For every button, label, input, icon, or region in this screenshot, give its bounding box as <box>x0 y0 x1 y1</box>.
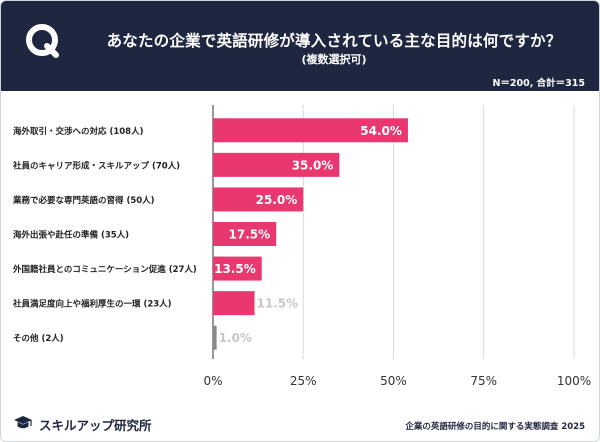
category-label: 海外出張や赴任の準備 (35人) <box>13 230 129 241</box>
category-label: 社員のキャリア形成・スキルアップ (70人) <box>12 160 180 171</box>
value-label: 17.5% <box>229 228 271 242</box>
category-label: 外国籍社員とのコミュニケーション促進 (27人) <box>12 264 197 275</box>
chart-subtitle: (複数選択可) <box>301 53 367 66</box>
value-label: 1.0% <box>219 331 252 345</box>
brand-name: スキルアップ研究所 <box>39 418 152 433</box>
x-tick-label: 0% <box>203 374 222 388</box>
category-label: 業務で必要な専門英語の習得 (50人) <box>12 195 155 206</box>
sample-size-label: N＝200, 合計＝315 <box>492 78 585 89</box>
category-label: その他 (2人) <box>13 333 64 344</box>
bar <box>213 291 255 316</box>
bar <box>213 325 217 350</box>
x-tick-label: 50% <box>380 374 407 388</box>
chart-title: あなたの企業で英語研修が導入されている主な目的は何ですか？ <box>106 32 562 50</box>
bar <box>213 118 408 143</box>
q-logo-icon <box>26 24 59 58</box>
x-tick-label: 25% <box>290 374 317 388</box>
value-label: 54.0% <box>360 124 402 138</box>
bar <box>213 152 340 177</box>
value-label: 25.0% <box>256 193 298 207</box>
category-label: 海外取引・交渉への対応 (108人) <box>13 126 144 137</box>
header-banner: あなたの企業で英語研修が導入されている主な目的は何ですか？ (複数選択可) N＝… <box>1 1 599 91</box>
category-label: 社員満足度向上や福利厚生の一環 (23人) <box>12 299 172 310</box>
value-label: 11.5% <box>257 297 299 311</box>
value-label: 13.5% <box>214 262 256 276</box>
graduation-cap-icon <box>14 416 32 429</box>
x-tick-label: 75% <box>470 374 497 388</box>
bar <box>213 187 304 212</box>
bar-chart: 0% 25% 50% 75% 100% 海外取引・交渉への対応 (108人) 54.0% 社員… <box>12 105 591 388</box>
x-tick-label: 100% <box>557 374 591 388</box>
bar <box>213 222 277 246</box>
source-note: 企業の英語研修の目的に関する実態調査 2025 <box>405 422 585 432</box>
value-label: 35.0% <box>292 158 334 172</box>
bar <box>213 256 262 281</box>
